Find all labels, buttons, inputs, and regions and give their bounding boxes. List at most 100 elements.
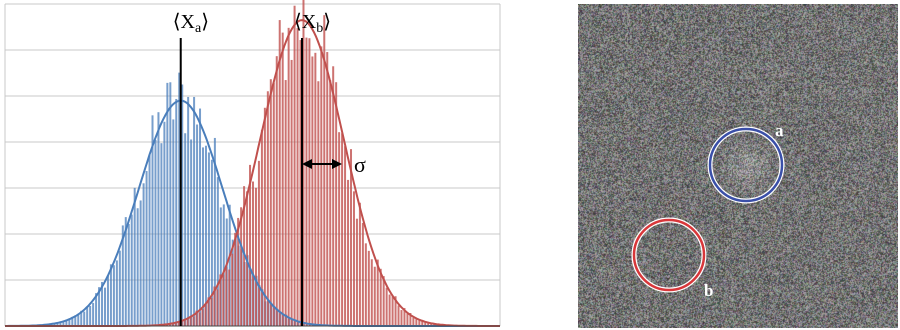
sigma-arrow [302,159,342,169]
bar-series-b [427,322,430,326]
bar-series-b [394,296,397,326]
bar-series-b [347,179,350,326]
bar-series-b [296,28,299,327]
bar-series-b [254,187,257,326]
bar-series-b [355,218,358,326]
bar-series-a [181,84,184,326]
bar-series-b [421,319,424,326]
bar-series-b [400,310,403,326]
bar-series-b [290,59,293,327]
bar-series-a [151,115,154,327]
bar-series-a [193,96,196,326]
bar-series-a [199,108,202,326]
bar-series-a [92,302,95,326]
noise-image-panel: a b [578,4,898,328]
bar-series-a [68,318,71,326]
bar-series-a [187,96,190,327]
bar-series-b [323,15,326,327]
bar-series-b [260,129,263,326]
bar-series-b [338,132,341,326]
bar-series-b [228,269,231,326]
bar-series-a [133,187,136,326]
bar-series-a [98,287,101,326]
bar-series-b [367,250,370,326]
bar-series-b [320,46,323,326]
bar-series-b [213,286,216,326]
circle-b [631,217,707,293]
bar-series-b [299,40,302,326]
bar-series-b [293,5,296,326]
bar-series-b [251,181,254,326]
mean-b-label: ⟨Xb⟩ [294,11,331,36]
bar-series-a [106,276,109,326]
bar-series-b [424,322,427,326]
bar-series-a [219,207,222,326]
bar-series-a [124,217,127,326]
bar-series-b [335,82,338,326]
bar-series-b [418,319,421,326]
bar-series-b [370,259,373,326]
bar-series-b [373,266,376,326]
bar-series-b [192,316,195,326]
bar-series-b [231,253,234,326]
bar-series-b [332,66,335,327]
bar-series-b [171,323,174,326]
bar-series-a [77,315,80,326]
bar-series-b [391,296,394,326]
bar-series-b [412,317,415,326]
bar-series-a [213,137,216,326]
bar-series-b [237,217,240,326]
bar-series-a [148,154,151,326]
bar-series-b [308,38,311,327]
noise-overlay: a b [631,121,785,300]
bar-series-a [121,225,124,326]
bar-series-b [385,287,388,326]
bar-series-b [216,289,219,326]
bar-series-b [183,318,186,326]
bar-series-a [172,119,175,327]
bar-series-a [89,305,92,326]
bar-series-b [358,202,361,326]
bar-series-a [74,315,77,326]
bar-series-a [130,214,133,326]
bar-series-b [177,321,180,326]
bar-series-b [379,268,382,326]
bar-series-b [266,91,269,327]
bar-series-b [430,323,433,326]
bar-series-b [186,318,189,326]
bar-series-a [136,208,139,326]
bar-series-a [65,319,68,326]
bar-series-b [198,312,201,326]
bar-series-b [302,0,305,327]
bar-series-a [139,200,142,326]
bar-series-b [317,81,320,327]
bar-series-b [376,259,379,326]
histogram-bars [44,0,442,327]
bar-series-a [118,250,121,326]
bar-series-a [80,310,83,326]
bar-series-b [249,164,252,326]
bar-series-a [210,159,213,326]
bar-series-b [234,232,237,326]
bar-series-a [53,323,56,326]
histogram-chart: ⟨Xa⟩ ⟨Xb⟩ σ [4,0,501,327]
bar-series-a [127,223,130,326]
bar-series-a [157,112,160,326]
bar-series-b [219,274,222,326]
circle-a-label: a [775,121,784,140]
bar-series-b [204,304,207,326]
bar-series-b [397,305,400,326]
bar-series-a [142,183,145,326]
bar-series-b [305,37,308,327]
bar-series-a [222,204,225,326]
bar-series-a [207,152,210,326]
bar-series-a [204,145,207,326]
bar-series-a [115,260,118,326]
bar-series-b [364,243,367,326]
bar-series-a [83,311,86,326]
bar-series-a [202,147,204,326]
bar-series-a [56,322,59,326]
bar-series-b [269,79,272,327]
bar-series-a [178,72,181,327]
bar-series-a [175,98,178,327]
